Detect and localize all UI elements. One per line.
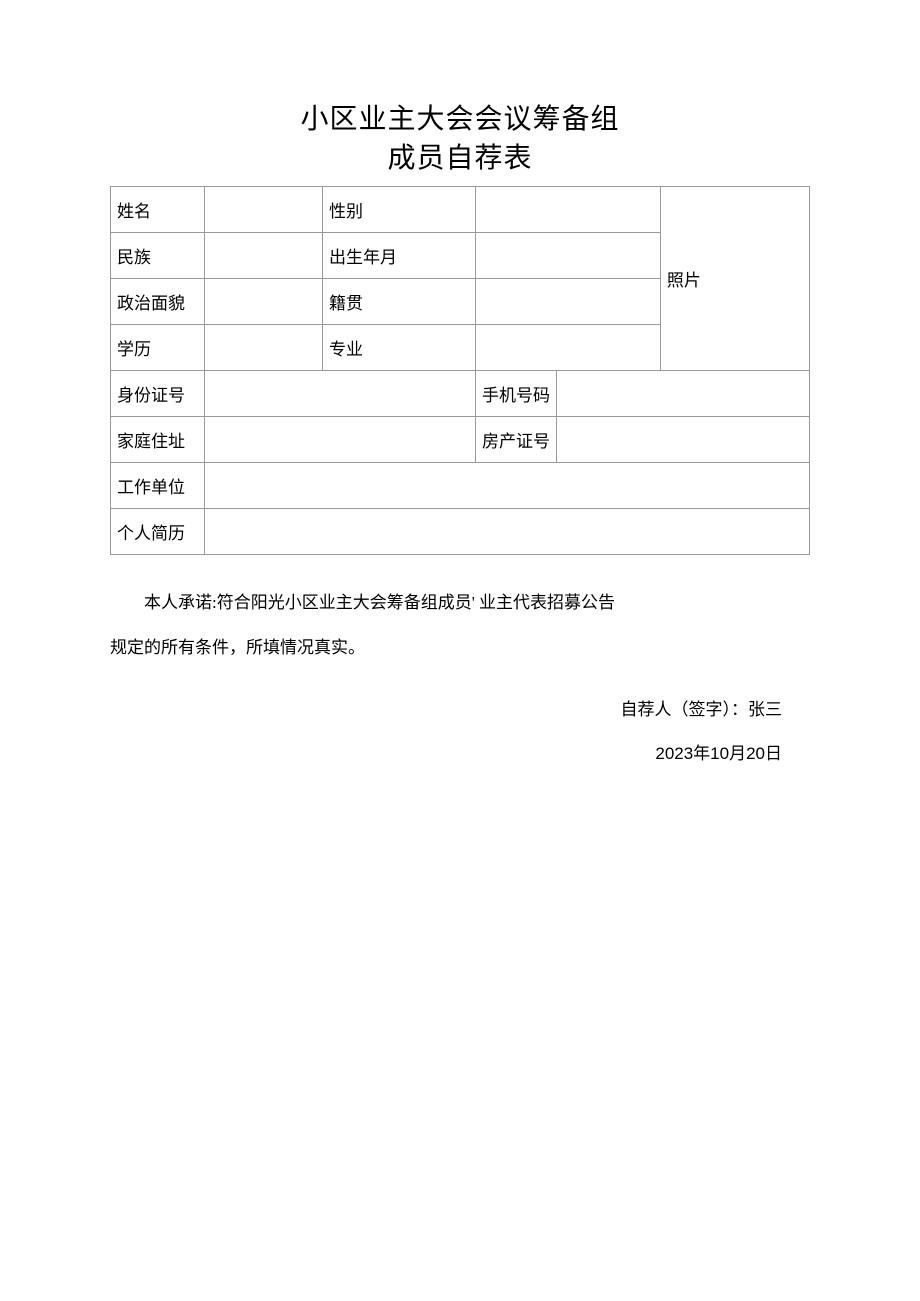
table-row: 姓名 性别 照片: [111, 187, 810, 233]
value-phone: [557, 371, 810, 417]
date-row: 2023年10月20日: [110, 732, 810, 776]
value-resume: [205, 509, 810, 555]
label-native-place: 籍贯: [323, 279, 476, 325]
label-ethnicity: 民族: [111, 233, 205, 279]
label-phone: 手机号码: [476, 371, 557, 417]
document-title: 小区业主大会会议筹备组 成员自荐表: [110, 100, 810, 178]
label-id-number: 身份证号: [111, 371, 205, 417]
label-address: 家庭住址: [111, 417, 205, 463]
declaration-line-1: 本人承诺:符合阳光小区业主大会筹备组成员' 业主代表招募公告: [110, 581, 810, 625]
value-property-cert: [557, 417, 810, 463]
value-education: [205, 325, 323, 371]
value-address: [205, 417, 476, 463]
value-id-number: [205, 371, 476, 417]
signature-label: 自荐人（签字）：: [621, 700, 749, 719]
form-table: 姓名 性别 照片 民族 出生年月 政治面貌 籍贯 学历 专业 身份证号: [110, 186, 810, 555]
table-row: 工作单位: [111, 463, 810, 509]
label-employer: 工作单位: [111, 463, 205, 509]
value-native-place: [476, 279, 661, 325]
declaration-line-2: 规定的所有条件，所填情况真实。: [110, 626, 810, 670]
label-gender: 性别: [323, 187, 476, 233]
table-row: 家庭住址 房产证号: [111, 417, 810, 463]
value-birth: [476, 233, 661, 279]
label-political: 政治面貌: [111, 279, 205, 325]
label-major: 专业: [323, 325, 476, 371]
label-photo: 照片: [660, 187, 809, 371]
title-line-2: 成员自荐表: [387, 143, 532, 174]
table-row: 身份证号 手机号码: [111, 371, 810, 417]
signature-value: 张三: [748, 700, 782, 719]
signature-row: 自荐人（签字）：张三: [110, 688, 810, 732]
value-employer: [205, 463, 810, 509]
value-major: [476, 325, 661, 371]
value-gender: [476, 187, 661, 233]
table-row: 个人简历: [111, 509, 810, 555]
value-name: [205, 187, 323, 233]
title-line-1: 小区业主大会会议筹备组: [300, 104, 619, 135]
label-education: 学历: [111, 325, 205, 371]
label-name: 姓名: [111, 187, 205, 233]
value-political: [205, 279, 323, 325]
label-property-cert: 房产证号: [476, 417, 557, 463]
label-birth: 出生年月: [323, 233, 476, 279]
label-resume: 个人简历: [111, 509, 205, 555]
document-page: 小区业主大会会议筹备组 成员自荐表 姓名 性别 照片 民族 出生年月 政治面: [0, 0, 920, 836]
value-ethnicity: [205, 233, 323, 279]
